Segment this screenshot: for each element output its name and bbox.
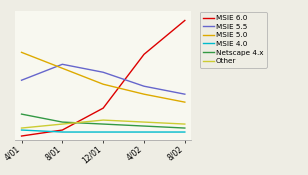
MSIE 6.0 (183, 19, 187, 22)
MSIE 6.0 (142, 53, 146, 55)
MSIE 5.5 (60, 63, 64, 65)
Line: MSIE 5.5: MSIE 5.5 (22, 64, 185, 94)
Line: MSIE 4.0: MSIE 4.0 (22, 130, 185, 132)
Other (142, 121, 146, 123)
MSIE 5.0 (142, 93, 146, 95)
Netscape 4.x (20, 113, 23, 115)
Other (60, 123, 64, 125)
Other (20, 127, 23, 129)
MSIE 4.0 (142, 131, 146, 133)
Netscape 4.x (60, 121, 64, 123)
Netscape 4.x (142, 125, 146, 127)
Other (183, 123, 187, 125)
MSIE 5.0 (60, 67, 64, 69)
Netscape 4.x (101, 123, 105, 125)
MSIE 5.5 (183, 93, 187, 95)
MSIE 5.5 (142, 85, 146, 87)
Netscape 4.x (183, 127, 187, 129)
MSIE 5.0 (183, 101, 187, 103)
MSIE 5.5 (20, 79, 23, 81)
MSIE 4.0 (101, 131, 105, 133)
Line: Other: Other (22, 120, 185, 128)
Legend: MSIE 6.0, MSIE 5.5, MSIE 5.0, MSIE 4.0, Netscape 4.x, Other: MSIE 6.0, MSIE 5.5, MSIE 5.0, MSIE 4.0, … (200, 12, 267, 68)
MSIE 4.0 (60, 131, 64, 133)
MSIE 4.0 (20, 129, 23, 131)
Line: Netscape 4.x: Netscape 4.x (22, 114, 185, 128)
MSIE 6.0 (101, 107, 105, 109)
MSIE 5.5 (101, 71, 105, 73)
MSIE 5.0 (101, 83, 105, 85)
Other (101, 119, 105, 121)
Line: MSIE 5.0: MSIE 5.0 (22, 52, 185, 102)
Line: MSIE 6.0: MSIE 6.0 (22, 20, 185, 136)
MSIE 6.0 (20, 135, 23, 137)
MSIE 5.0 (20, 51, 23, 53)
MSIE 6.0 (60, 129, 64, 131)
MSIE 4.0 (183, 131, 187, 133)
